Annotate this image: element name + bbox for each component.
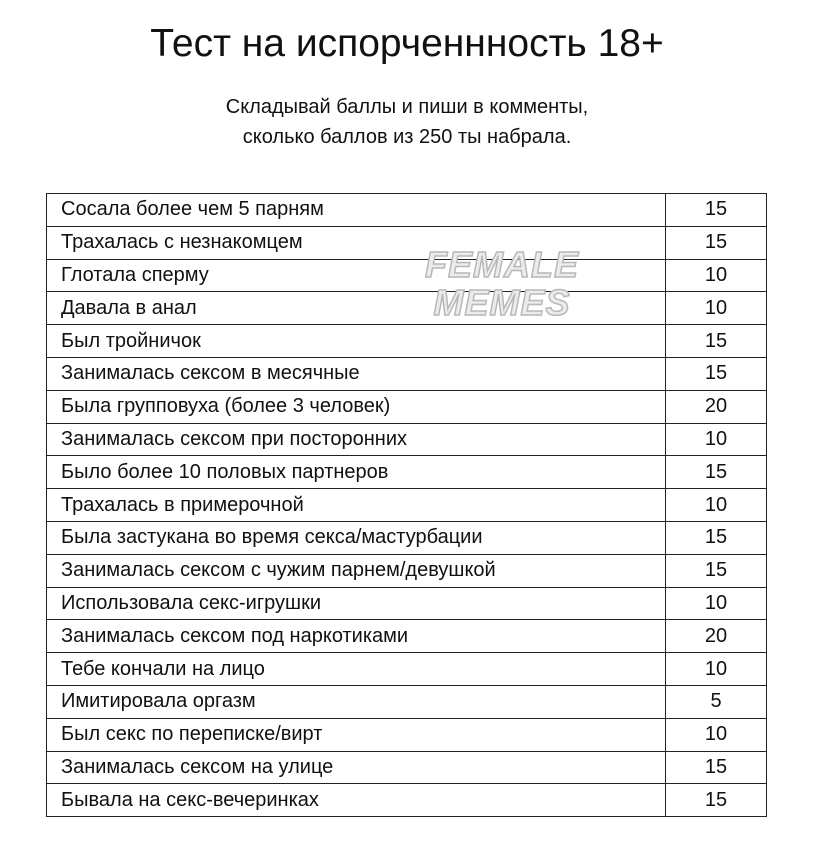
table-row: Занималась сексом с чужим парнем/девушко…: [46, 553, 767, 588]
points-cell: 10: [665, 717, 767, 752]
watermark-line: FEMALE: [424, 244, 579, 285]
table-row: Тебе кончали на лицо 10: [46, 652, 767, 686]
question-cell: Занималась сексом при посторонних: [46, 422, 666, 457]
question-cell: Трахалась в примерочной: [46, 488, 666, 522]
question-cell: Был секс по переписке/вирт: [46, 717, 666, 752]
points-cell: 15: [665, 455, 767, 490]
question-cell: Был тройничок: [46, 324, 666, 358]
question-cell: Сосала более чем 5 парням: [46, 193, 666, 227]
subtitle-line: Складывай баллы и пиши в комменты,: [225, 96, 589, 118]
points-cell: 15: [665, 783, 767, 818]
points-cell: 10: [665, 652, 767, 686]
points-cell: 15: [665, 225, 767, 260]
table-row: Была групповуха (более 3 человек) 20: [46, 389, 767, 424]
question-cell: Бывала на секс-вечеринках: [46, 783, 666, 818]
points-cell: 10: [665, 258, 767, 293]
points-cell: 15: [665, 356, 767, 391]
points-cell: 15: [665, 750, 767, 785]
subtitle: Складывай баллы и пиши в комменты, сколь…: [0, 92, 814, 152]
table-row: Трахалась в примерочной 10: [46, 488, 767, 522]
points-cell: 15: [665, 324, 767, 358]
question-cell: Глотала сперму: [46, 258, 666, 293]
points-cell: 10: [665, 586, 767, 621]
points-cell: 5: [665, 684, 767, 719]
question-cell: Была групповуха (более 3 человек): [46, 389, 666, 424]
question-cell: Тебе кончали на лицо: [46, 652, 666, 686]
points-cell: 10: [665, 488, 767, 522]
points-cell: 20: [665, 619, 767, 654]
question-cell: Было более 10 половых партнеров: [46, 455, 666, 490]
table-row: Сосала более чем 5 парням 15: [46, 193, 767, 227]
points-cell: 15: [665, 193, 767, 227]
table-row: Было более 10 половых партнеров 15: [46, 455, 767, 490]
table-row: Имитировала оргазм 5: [46, 684, 767, 719]
watermark-logo: FEMALE MEMES: [424, 244, 579, 323]
table-row: Занималась сексом под наркотиками 20: [46, 619, 767, 654]
table-row: Глотала сперму 10: [46, 258, 767, 293]
table-row: Использовала секс-игрушки 10: [46, 586, 767, 621]
question-cell: Занималась сексом в месячные: [46, 356, 666, 391]
page-title: Тест на испорченнность 18+: [150, 22, 664, 65]
table-row: Занималась сексом на улице 15: [46, 750, 767, 785]
table-row: Давала в анал 10: [46, 291, 767, 326]
question-cell: Занималась сексом с чужим парнем/девушко…: [46, 553, 666, 588]
table-row: Занималась сексом при посторонних 10: [46, 422, 767, 457]
points-cell: 15: [665, 553, 767, 588]
question-cell: Занималась сексом под наркотиками: [46, 619, 666, 654]
table-row: Был тройничок 15: [46, 324, 767, 358]
question-cell: Трахалась с незнакомцем: [46, 225, 666, 260]
points-cell: 20: [665, 389, 767, 424]
table-row: Трахалась с незнакомцем 15: [46, 225, 767, 260]
points-cell: 10: [665, 422, 767, 457]
watermark-line: MEMES: [433, 282, 571, 323]
question-cell: Была застукана во время секса/мастурбаци…: [46, 520, 666, 555]
points-cell: 15: [665, 520, 767, 555]
question-cell: Имитировала оргазм: [46, 684, 666, 719]
table-row: Занималась сексом в месячные 15: [46, 356, 767, 391]
table-row: Был секс по переписке/вирт 10: [46, 717, 767, 752]
points-cell: 10: [665, 291, 767, 326]
table-row: Была застукана во время секса/мастурбаци…: [46, 520, 767, 555]
table-row: Бывала на секс-вечеринках 15: [46, 783, 767, 818]
subtitle-line: сколько баллов из 250 ты набрала.: [242, 126, 572, 148]
score-table: Сосала более чем 5 парням 15 Трахалась с н…: [46, 193, 767, 818]
question-cell: Занималась сексом на улице: [46, 750, 666, 785]
question-cell: Использовала секс-игрушки: [46, 586, 666, 621]
